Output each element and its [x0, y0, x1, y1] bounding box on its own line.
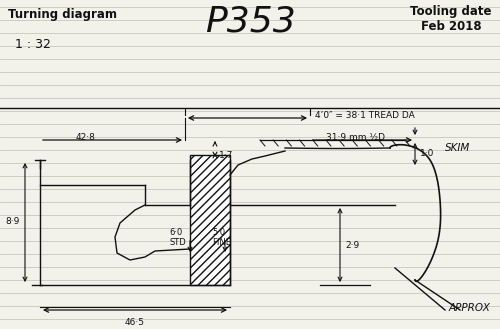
Text: SKIM: SKIM — [445, 143, 470, 153]
Text: 1·7: 1·7 — [219, 150, 234, 160]
Text: 4’0″ = 38·1 TREAD DA: 4’0″ = 38·1 TREAD DA — [315, 111, 415, 119]
Text: 6·0
STD: 6·0 STD — [170, 228, 186, 247]
Text: 1·0: 1·0 — [420, 149, 434, 159]
Text: APPROX: APPROX — [448, 303, 490, 313]
Text: Turning diagram: Turning diagram — [8, 8, 117, 21]
Bar — [190, 155, 230, 285]
Text: 5·0
FINE: 5·0 FINE — [212, 228, 231, 247]
Text: P353: P353 — [204, 5, 296, 39]
Text: 8·9: 8·9 — [6, 217, 20, 226]
Text: 42·8: 42·8 — [75, 133, 95, 142]
Text: 2·9: 2·9 — [345, 240, 359, 249]
Text: 46·5: 46·5 — [125, 318, 145, 327]
Text: 31·9 mm ½D: 31·9 mm ½D — [326, 133, 384, 142]
Text: Tooling date
Feb 2018: Tooling date Feb 2018 — [410, 5, 492, 33]
Text: 1 : 32: 1 : 32 — [15, 38, 51, 51]
